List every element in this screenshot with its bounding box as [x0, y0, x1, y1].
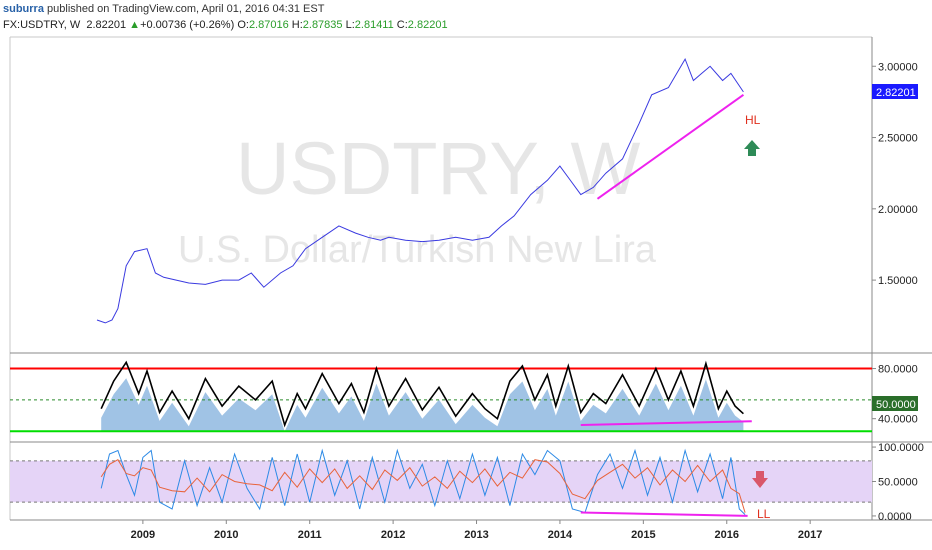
rsi-line	[100, 360, 744, 428]
open-value: 2.87016	[248, 19, 289, 31]
last-price: 2.82201	[86, 19, 127, 31]
up-arrow-icon	[744, 140, 760, 156]
change-value: +0.00736 (+0.26%)	[140, 19, 235, 31]
publish-text: published on TradingView.com, April 01, …	[43, 3, 325, 15]
stochastic-d-line	[100, 459, 746, 513]
high-label: H:	[291, 19, 303, 31]
price-axis: 3.00000 2.50000 2.00000 1.50000	[872, 61, 918, 287]
time-axis-tick-label: 2016	[715, 529, 739, 541]
stochastic-band	[10, 460, 872, 503]
stochastic-trendline[interactable]	[580, 511, 748, 517]
publish-info: suburra published on TradingView.com, Ap…	[3, 3, 324, 15]
rsi-axis-tick-label: 80.0000	[878, 364, 918, 376]
time-axis-tick-label: 2015	[631, 529, 655, 541]
author-name[interactable]: suburra	[3, 3, 44, 15]
stochastic-axis: 100.0000 50.0000 0.0000	[872, 442, 924, 523]
time-axis-tick-label: 2013	[464, 529, 488, 541]
last-price-badge	[872, 84, 918, 99]
rsi-area	[101, 378, 744, 432]
down-arrow-icon	[752, 471, 768, 488]
time-axis-tick-label: 2012	[381, 529, 405, 541]
time-axis-tick-label: 2014	[548, 529, 573, 541]
symbol-label: FX:USDTRY, W	[3, 19, 81, 31]
close-value: 2.82201	[407, 19, 448, 31]
rsi-trendline[interactable]	[580, 420, 752, 426]
time-axis-tick-label: 2009	[131, 529, 155, 541]
time-axis: 2009 2010 2011 2012 2013 2014 2015 2016 2017	[131, 520, 822, 541]
stochastic-axis-tick-label: 100.0000	[878, 442, 924, 454]
watermark-symbol: USDTRY, W	[236, 127, 640, 210]
price-axis-tick-label: 1.50000	[878, 275, 918, 287]
change-up-icon: ▲	[129, 19, 141, 31]
time-axis-tick-label: 2017	[798, 529, 822, 541]
price-line	[96, 57, 744, 324]
watermark-name: U.S. Dollar/Turkish New Lira	[178, 229, 657, 271]
stochastic-axis-tick-label: 50.0000	[878, 477, 918, 489]
close-label: C:	[396, 19, 408, 31]
open-label: O:	[237, 19, 249, 31]
ll-label: LL	[757, 507, 771, 521]
rsi-value-badge	[872, 396, 918, 411]
time-axis-tick-label: 2011	[298, 529, 322, 541]
low-label: L:	[345, 19, 355, 31]
price-axis-tick-label: 3.00000	[878, 61, 918, 73]
last-price-badge-text: 2.82201	[876, 87, 916, 99]
ohlc-bar: FX:USDTRY, W 2.82201 ▲+0.00736 (+0.26%) …	[3, 19, 448, 31]
price-trendline[interactable]	[596, 93, 745, 200]
hl-label: HL	[745, 113, 761, 127]
rsi-value-badge-text: 50.0000	[876, 399, 916, 411]
rsi-axis-tick-label: 40.0000	[878, 414, 918, 426]
rsi-axis: 80.0000 40.0000	[872, 364, 918, 426]
price-axis-tick-label: 2.50000	[878, 133, 918, 145]
high-value: 2.87835	[302, 19, 343, 31]
price-axis-tick-label: 2.00000	[878, 204, 918, 216]
time-axis-tick-label: 2010	[214, 529, 238, 541]
stochastic-axis-tick-label: 0.0000	[878, 511, 912, 523]
low-value: 2.81411	[354, 19, 394, 31]
